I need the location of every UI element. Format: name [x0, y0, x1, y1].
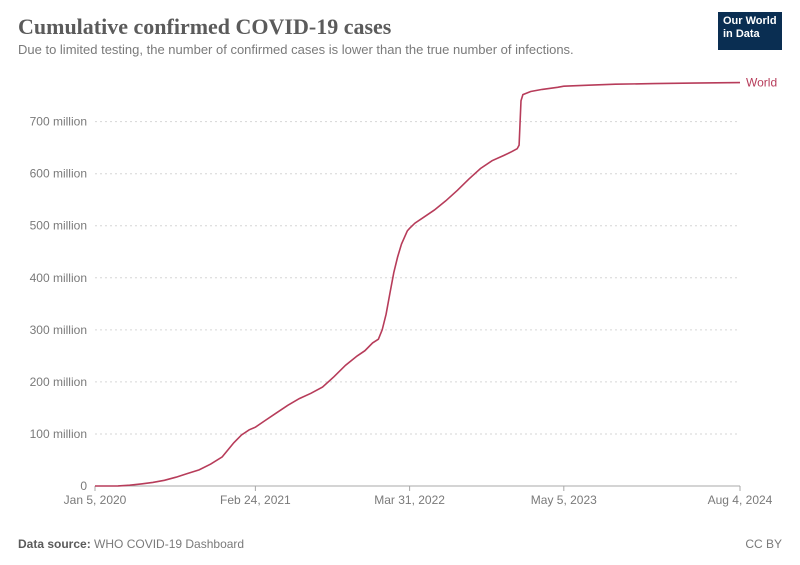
- x-tick: Mar 31, 2022: [374, 493, 445, 507]
- x-tick: May 5, 2023: [531, 493, 597, 507]
- x-tick: Jan 5, 2020: [64, 493, 127, 507]
- owid-logo: Our World in Data: [718, 12, 782, 50]
- svg-text:Jan 5, 2020: Jan 5, 2020: [64, 493, 127, 507]
- line-chart: 0 100 million 200 million 300 million 400 mi…: [0, 68, 800, 528]
- svg-text:400 million: 400 million: [30, 271, 87, 285]
- svg-text:300 million: 300 million: [30, 323, 87, 337]
- x-tick: Feb 24, 2021: [220, 493, 291, 507]
- y-tick: 400 million: [30, 271, 87, 285]
- chart-subtitle: Due to limited testing, the number of co…: [18, 42, 574, 57]
- y-tick: 300 million: [30, 323, 87, 337]
- series-world: [95, 83, 740, 486]
- y-tick: 700 million: [30, 115, 87, 129]
- svg-text:200 million: 200 million: [30, 375, 87, 389]
- chart-title: Cumulative confirmed COVID-19 cases: [18, 14, 391, 40]
- svg-text:500 million: 500 million: [30, 219, 87, 233]
- svg-text:700 million: 700 million: [30, 115, 87, 129]
- svg-text:600 million: 600 million: [30, 167, 87, 181]
- y-tick: 100 million: [30, 427, 87, 441]
- data-source-label: Data source:: [18, 537, 91, 551]
- series-label-world: World: [746, 76, 777, 90]
- y-tick: 0: [80, 479, 87, 493]
- y-tick: 600 million: [30, 167, 87, 181]
- data-source: Data source: WHO COVID-19 Dashboard: [18, 537, 244, 551]
- svg-text:Mar 31, 2022: Mar 31, 2022: [374, 493, 445, 507]
- y-tick: 200 million: [30, 375, 87, 389]
- svg-text:0: 0: [80, 479, 87, 493]
- svg-text:Aug 4, 2024: Aug 4, 2024: [708, 493, 773, 507]
- x-tick: Aug 4, 2024: [708, 493, 773, 507]
- data-source-value: WHO COVID-19 Dashboard: [94, 537, 244, 551]
- license: CC BY: [745, 537, 782, 551]
- svg-text:100 million: 100 million: [30, 427, 87, 441]
- svg-text:Feb 24, 2021: Feb 24, 2021: [220, 493, 291, 507]
- svg-text:May 5, 2023: May 5, 2023: [531, 493, 597, 507]
- y-tick: 500 million: [30, 219, 87, 233]
